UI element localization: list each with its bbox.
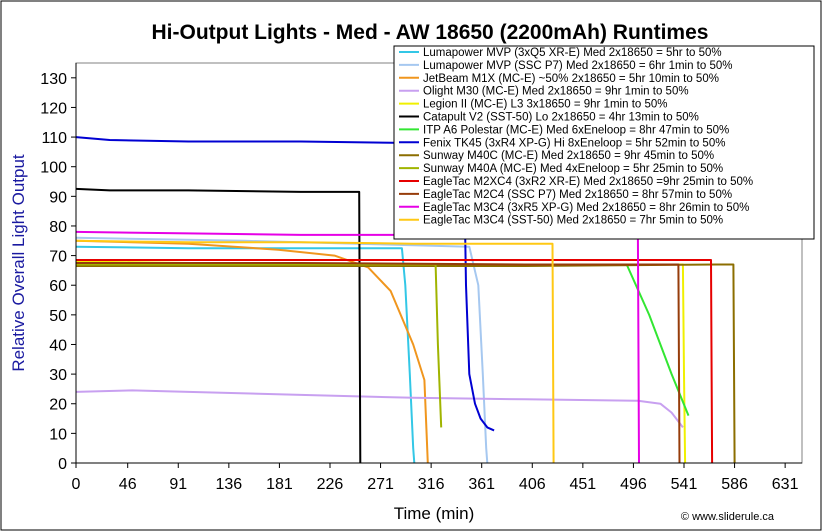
legend-label-3: JetBeam M1X (MC-E) ~50% 2x18650 = 5hr 10… [423, 73, 719, 85]
legend-label-6: Catapult V2 (SST-50) Lo 2x18650 = 4hr 13… [423, 112, 699, 124]
y-tick-label: 10 [49, 426, 67, 443]
y-tick-label: 20 [49, 397, 67, 414]
y-axis-label: Relative Overall Light Output [9, 154, 28, 372]
x-tick-label: 586 [721, 476, 748, 493]
y-tick-label: 100 [40, 160, 67, 177]
y-tick-label: 30 [49, 367, 67, 384]
x-tick-label: 136 [215, 476, 242, 493]
x-tick-label: 541 [671, 476, 698, 493]
legend-label-12: EagleTac M2C4 (SSC P7) Med 2x18650 = 8hr… [423, 189, 732, 201]
x-tick-label: 46 [119, 476, 137, 493]
x-tick-label: 226 [317, 476, 344, 493]
legend-label-13: EagleTac M3C4 (3xR5 XP-G) Med 2x18650 = … [423, 202, 749, 214]
legend-items: Lumapower MVP (3xQ5 XR-E) Med 2x18650 = … [399, 47, 753, 227]
legend-label-2: Lumapower MVP (SSC P7) Med 2x18650 = 6hr… [423, 60, 733, 72]
x-tick-label: 91 [169, 476, 187, 493]
axes-layer: 0 10 20 30 40 50 60 70 80 90 100 110 120 130 0 46 91 136 1… [40, 63, 802, 493]
series-line-6 [75, 187, 362, 464]
x-tick-label: 406 [519, 476, 546, 493]
series-line-14 [75, 239, 555, 464]
y-tick-label: 130 [40, 71, 67, 88]
x-tick-label: 0 [72, 476, 81, 493]
legend-label-9: Sunway M40C (MC-E) Med 2x18650 = 9hr 45m… [423, 150, 714, 162]
x-tick-label: 361 [468, 476, 495, 493]
y-tick-label: 50 [49, 308, 67, 325]
x-tick-label: 451 [569, 476, 596, 493]
y-tick-label: 70 [49, 249, 67, 266]
legend-label-5: Legion II (MC-E) L3 3x18650 = 9hr 1min t… [423, 99, 668, 111]
legend-label-4: Olight M30 (MC-E) Med 2x18650 = 9hr 1min… [423, 86, 689, 98]
x-axis-label: Time (min) [394, 504, 475, 523]
chart-title: Hi-Output Lights - Med - AW 18650 (2200m… [152, 21, 709, 44]
legend-label-14: EagleTac M3C4 (SST-50) Med 2x18650 = 7hr… [423, 215, 723, 227]
y-tick-label: 120 [40, 100, 67, 117]
x-tick-label: 631 [772, 476, 799, 493]
series-line-11 [76, 259, 714, 464]
legend-label-1: Lumapower MVP (3xQ5 XR-E) Med 2x18650 = … [423, 47, 722, 59]
credit-text: © www.sliderule.ca [681, 511, 775, 523]
series-line-12 [76, 262, 681, 464]
x-tick-label: 271 [367, 476, 394, 493]
y-tick-label: 0 [58, 456, 67, 473]
y-tick-label: 80 [49, 219, 67, 236]
series-layer [75, 136, 736, 464]
legend-label-7: ITP A6 Polestar (MC-E) Med 6xEneloop = 8… [423, 124, 729, 136]
y-tick-label: 110 [41, 130, 67, 147]
series-line-4 [75, 389, 684, 429]
x-tick-label: 316 [418, 476, 445, 493]
legend-box [393, 45, 815, 240]
y-tick-label: 40 [49, 337, 67, 354]
legend: Lumapower MVP (3xQ5 XR-E) Med 2x18650 = … [393, 45, 815, 240]
legend-label-10: Sunway M40A (MC-E) Med 4xEneloop = 5hr 2… [423, 163, 723, 175]
legend-label-8: Fenix TK45 (3xR4 XP-G) Hi 8xEneloop = 5h… [423, 137, 725, 149]
x-tick-label: 496 [620, 476, 647, 493]
y-tick-label: 60 [49, 278, 67, 295]
x-tick-label: 181 [266, 476, 293, 493]
series-line-3 [75, 239, 429, 464]
y-tick-label: 90 [49, 189, 67, 206]
legend-label-11: EagleTac M2XC4 (3xR2 XR-E) Med 2x18650 =… [423, 176, 753, 188]
